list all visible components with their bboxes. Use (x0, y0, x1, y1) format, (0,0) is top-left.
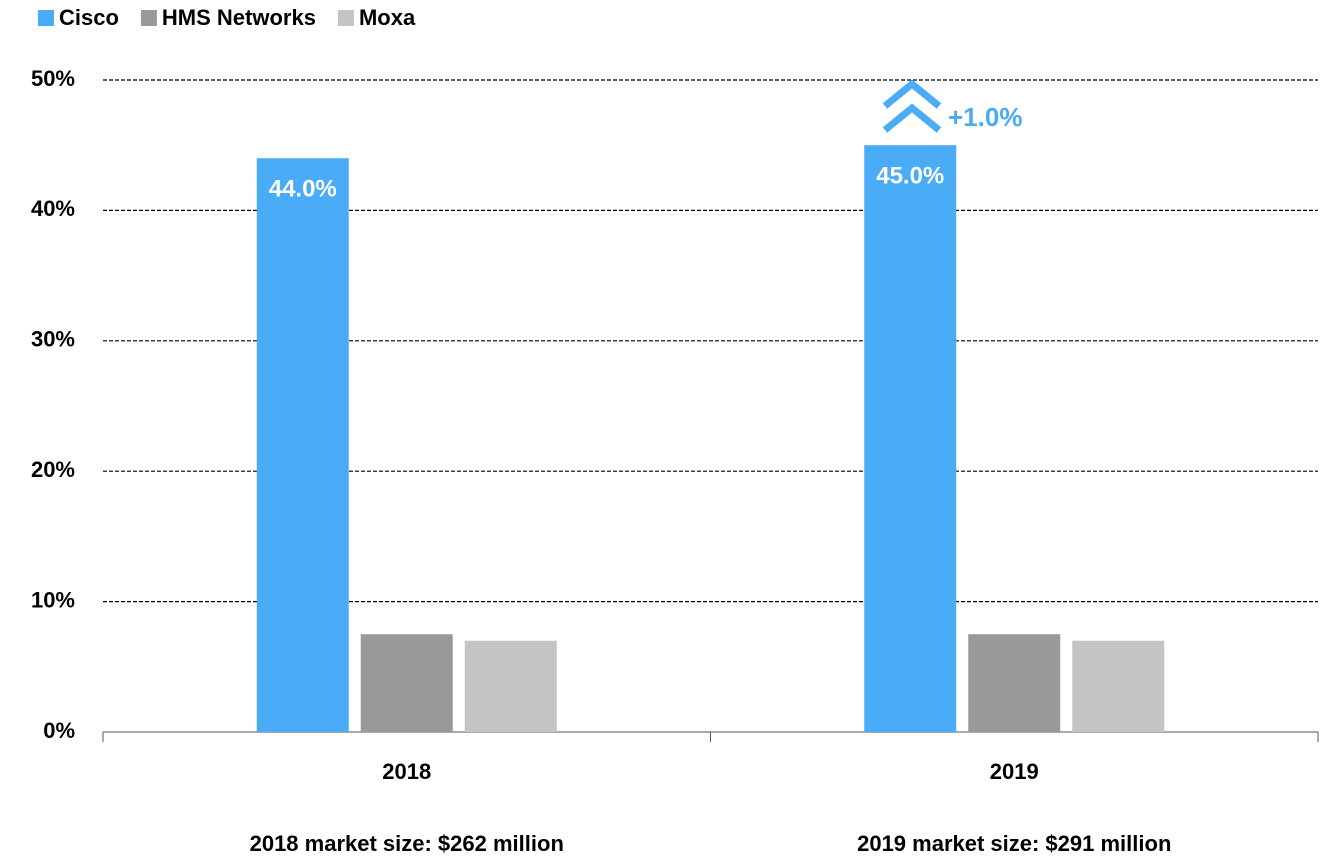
legend-label: HMS Networks (162, 5, 316, 30)
y-tick-label: 10% (31, 587, 75, 612)
legend-swatch (140, 10, 157, 26)
annotation: +1.0% (948, 102, 1022, 132)
bar (360, 634, 453, 732)
legend-label: Moxa (359, 5, 416, 30)
bar (256, 158, 349, 733)
x-tick-label: 2019 (990, 759, 1039, 784)
bar (864, 145, 957, 732)
y-tick-label: 20% (31, 457, 75, 482)
bar (1072, 640, 1165, 732)
chevron-arrow (882, 79, 942, 133)
legend-label: Cisco (59, 5, 119, 30)
y-tick-label: 40% (31, 196, 75, 221)
y-tick-label: 50% (31, 66, 75, 91)
legend-swatch (38, 10, 54, 26)
legend-swatch (337, 10, 354, 26)
y-tick-label: 30% (31, 327, 75, 352)
data-label: 44.0% (269, 176, 337, 203)
footnote: 2018 market size: $262 million (250, 831, 564, 856)
data-label: 45.0% (876, 163, 944, 190)
y-tick-label: 0% (43, 718, 75, 743)
x-tick-label: 2018 (382, 759, 431, 784)
bar (464, 640, 557, 732)
bar (968, 634, 1061, 732)
footnote: 2019 market size: $291 million (857, 831, 1171, 856)
